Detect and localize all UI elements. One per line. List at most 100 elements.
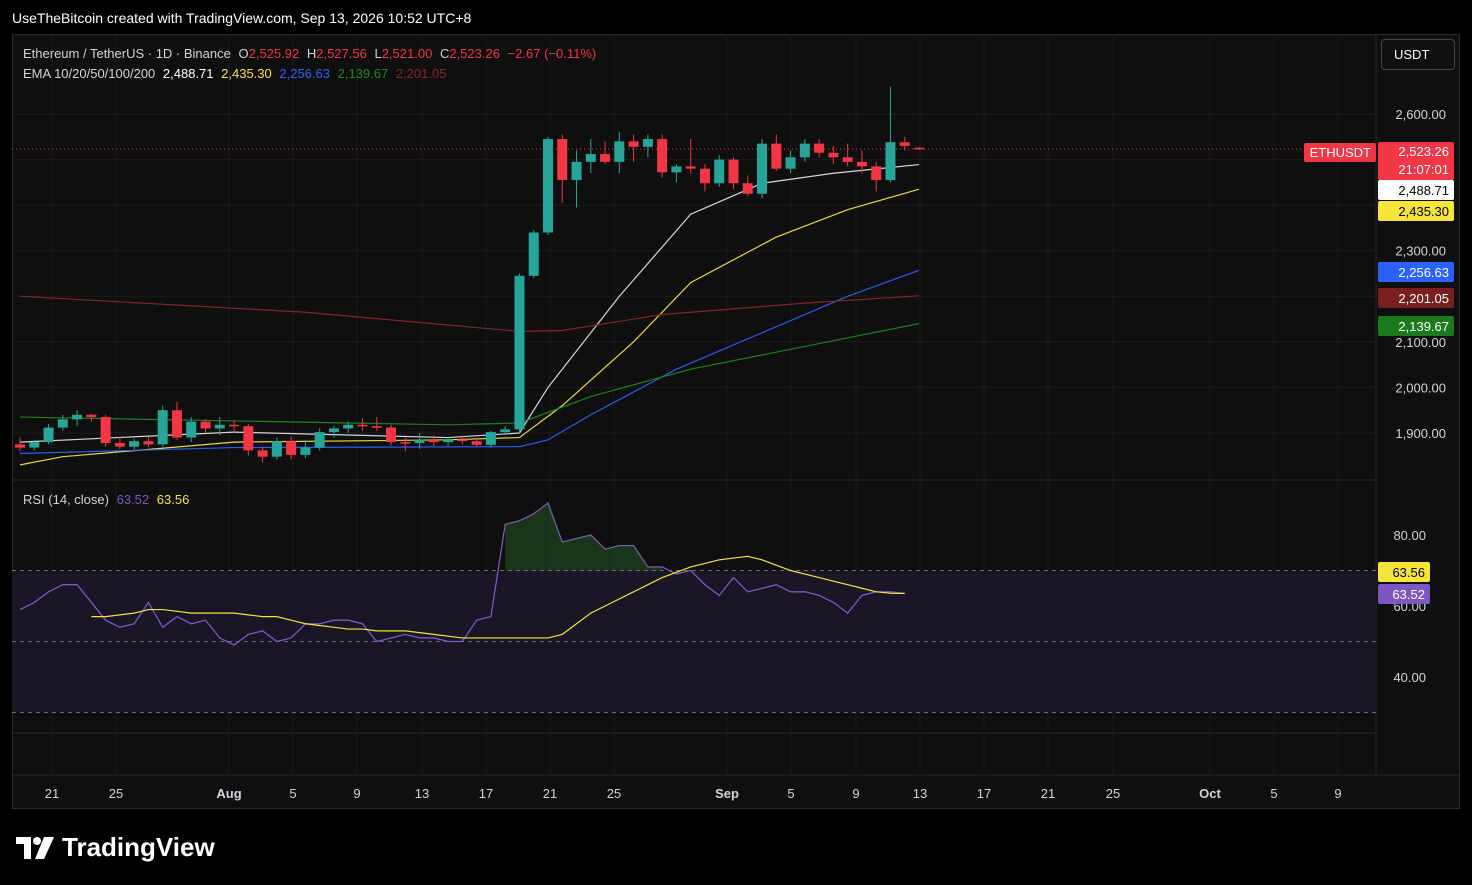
currency-button[interactable]: USDT: [1381, 39, 1455, 70]
open-label: O: [238, 46, 249, 61]
time-tick-label: 5: [787, 786, 794, 801]
symbol-legend: Ethereum / TetherUS · 1D · Binance O 2,52…: [23, 46, 600, 61]
candle-body: [29, 442, 40, 448]
candle-body: [628, 141, 639, 147]
time-tick-label: 13: [913, 786, 927, 801]
candle-body: [814, 143, 825, 153]
ema20-badge: 2,435.30: [1398, 204, 1449, 219]
candle-body: [557, 139, 568, 181]
candle-body: [143, 441, 154, 445]
candle-body: [728, 159, 739, 184]
candle-body: [300, 447, 311, 455]
time-tick-label: 25: [1106, 786, 1120, 801]
ema100-value: 2,139.67: [337, 66, 389, 81]
candle-body: [885, 142, 896, 181]
symbol-title: Ethereum / TetherUS · 1D · Binance: [23, 46, 231, 61]
candle-body: [200, 421, 211, 429]
candle-body: [542, 139, 553, 233]
candle-body: [671, 166, 682, 173]
rsi-line: [19, 502, 905, 646]
candle-body: [642, 139, 653, 147]
rsi-tick-label: 40.00: [1393, 670, 1426, 685]
change-value: −2.67 (−0.11%): [507, 46, 597, 61]
candle-body: [614, 141, 625, 162]
ema200-badge-bg: [1378, 288, 1454, 308]
candle-body: [571, 161, 582, 181]
rsi-badge-bg: [1378, 584, 1430, 604]
rsi-badge: 63.52: [1392, 587, 1425, 602]
ema-legend: EMA 10/20/50/100/200 2,488.71 2,435.30 2…: [23, 66, 450, 81]
candle-body: [742, 183, 753, 194]
high-value: 2,527.56: [316, 46, 367, 61]
candle-body: [757, 143, 768, 194]
close-label: C: [439, 46, 450, 61]
candle-body: [685, 166, 696, 169]
time-tick-label: 9: [852, 786, 859, 801]
candle-body: [785, 157, 796, 169]
time-tick-label: 9: [1334, 786, 1341, 801]
candle-body: [257, 450, 268, 457]
rsi-value: 63.52: [116, 492, 150, 507]
candle-body: [842, 157, 853, 162]
candle-body: [15, 444, 25, 448]
last-price-badge-bg: [1378, 142, 1454, 180]
candle-body: [229, 424, 240, 427]
candle-body: [899, 142, 910, 146]
candle-body: [243, 426, 254, 451]
candle-body: [500, 429, 511, 433]
candle-body: [86, 414, 97, 418]
candle-body: [286, 441, 297, 455]
low-label: L: [374, 46, 382, 61]
close-value: 2,523.26: [449, 46, 500, 61]
rsi-tick-label: 80.00: [1393, 528, 1426, 543]
ema-line-ema50: [19, 269, 920, 455]
rsi-ma-value: 63.56: [156, 492, 190, 507]
candle-body: [129, 441, 140, 447]
ema10-value: 2,488.71: [162, 66, 214, 81]
candle-body: [699, 168, 710, 184]
candle-body: [528, 232, 539, 276]
rsi-ma-line: [91, 555, 905, 639]
candle-body: [157, 410, 168, 445]
candle-body: [400, 442, 411, 444]
price-tick-label: 2,600.00: [1395, 107, 1446, 122]
ema10-badge-bg: [1378, 180, 1454, 200]
time-tick-label: 17: [479, 786, 493, 801]
ema10-badge: 2,488.71: [1398, 183, 1449, 198]
ema50-value: 2,256.63: [279, 66, 330, 81]
price-tick-label: 1,900.00: [1395, 426, 1446, 441]
ema-line-ema20: [19, 188, 920, 466]
candle-body: [914, 147, 925, 150]
ema200-badge: 2,201.05: [1398, 291, 1449, 306]
ema50-badge: 2,256.63: [1398, 265, 1449, 280]
candle-body: [799, 143, 810, 158]
candle-body: [186, 421, 197, 438]
time-tick-label: Oct: [1199, 786, 1221, 801]
price-tick-label: 2,000.00: [1395, 380, 1446, 395]
candle-body: [386, 427, 397, 443]
tradingview-logo[interactable]: TradingView: [16, 832, 215, 863]
time-tick-label: 21: [543, 786, 557, 801]
symbol-badge-bg: [1304, 143, 1376, 162]
candle-body: [171, 410, 182, 438]
ema100-badge-bg: [1378, 316, 1454, 336]
candle-body: [771, 143, 782, 169]
rsi-label: RSI (14, close): [23, 492, 109, 507]
candle-body: [43, 427, 54, 443]
candle-body: [328, 428, 339, 433]
ema-line-ema10: [19, 163, 920, 443]
ema100-badge: 2,139.67: [1398, 319, 1449, 334]
time-tick-label: Aug: [216, 786, 241, 801]
attribution-text: UseTheBitcoin created with TradingView.c…: [12, 10, 472, 26]
candle-body: [871, 166, 882, 181]
candle-body: [714, 159, 725, 184]
candle-body: [828, 152, 839, 158]
ema50-badge-bg: [1378, 262, 1454, 282]
ema200-value: 2,201.05: [395, 66, 447, 81]
candle-body: [585, 154, 596, 162]
candle-body: [114, 443, 125, 447]
candle-body: [457, 439, 468, 442]
candle-body: [271, 441, 282, 457]
candle-body: [343, 424, 354, 429]
